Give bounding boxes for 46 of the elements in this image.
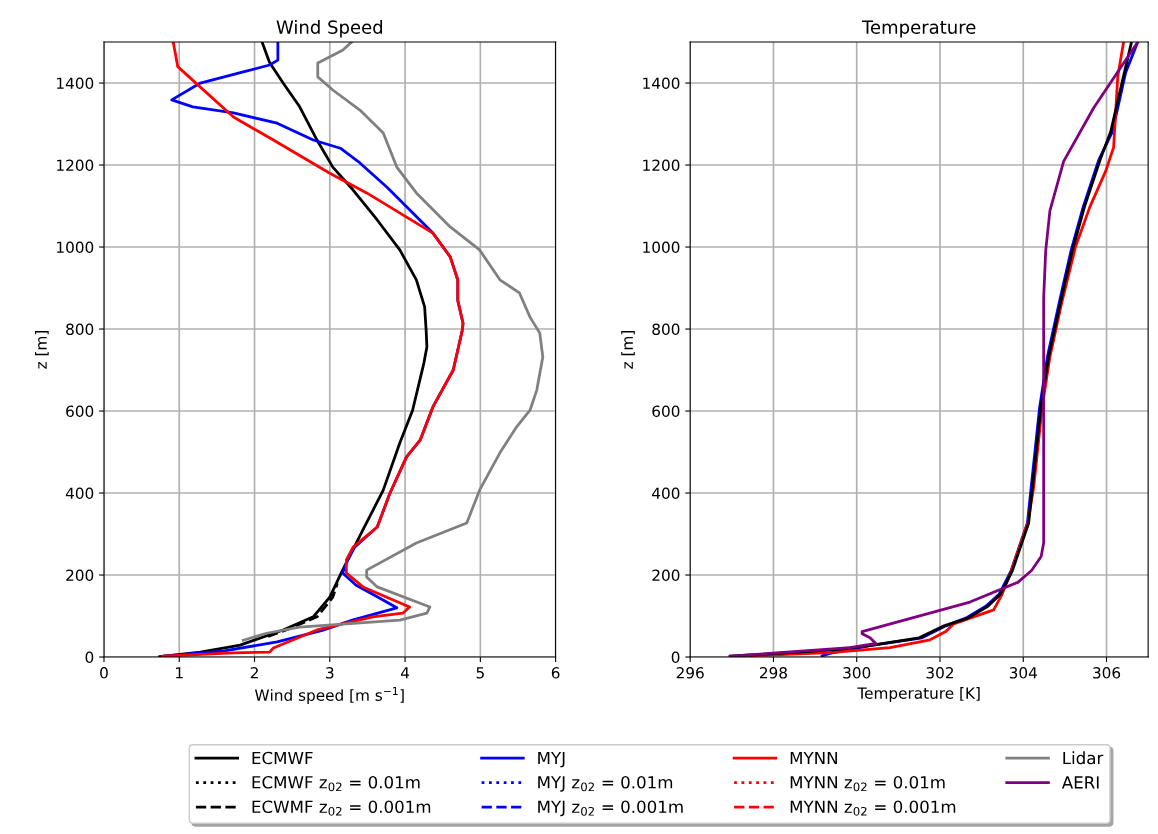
- y-tick-label: 400: [65, 487, 94, 500]
- y-tick-label: 800: [652, 323, 680, 336]
- x-tick-label: 1: [176, 667, 183, 679]
- y-tick-label: 200: [652, 569, 680, 582]
- y-tick-label: 400: [652, 487, 680, 500]
- x-tick-label: 2: [250, 667, 258, 679]
- y-tick-label: 1000: [57, 241, 94, 254]
- x-tick-label: 4: [400, 667, 410, 679]
- x-axis-title: Wind speed [m s$^{−1}$]: [254, 687, 404, 704]
- chart-title: Wind Speed: [276, 19, 383, 38]
- y-tick-label: 1200: [57, 159, 94, 172]
- legend-label: ECWMF z$_{02}$ = 0.001m: [252, 800, 431, 816]
- x-axis-title: Temperature [K]: [857, 687, 980, 702]
- x-tick-label: 0: [100, 667, 108, 679]
- y-tick-label: 1000: [643, 241, 680, 254]
- x-tick-label: 306: [1093, 667, 1121, 679]
- legend-label: MYNN z$_{02}$ = 0.001m: [790, 800, 956, 816]
- legend-label: ECMWF z$_{02}$ = 0.01m: [252, 776, 420, 792]
- x-tick-label: 300: [843, 667, 871, 679]
- chart-title: Temperature: [861, 20, 976, 38]
- y-axis-title: z [m]: [35, 331, 49, 369]
- legend-label: MYNN: [790, 751, 837, 765]
- x-tick-label: 6: [551, 667, 560, 679]
- x-tick-label: 298: [759, 667, 787, 679]
- legend-label: MYJ z$_{02}$ = 0.001m: [538, 800, 683, 817]
- x-tick-label: 5: [476, 667, 484, 679]
- y-tick-label: 0: [85, 651, 94, 664]
- legend-label: AERI: [1061, 776, 1099, 789]
- legend-label: MYJ: [538, 751, 565, 768]
- y-tick-label: 1200: [643, 159, 680, 172]
- y-tick-label: 1400: [57, 77, 94, 90]
- y-tick-label: 600: [66, 405, 94, 418]
- y-tick-label: 800: [66, 323, 94, 336]
- x-tick-label: 3: [326, 667, 334, 679]
- y-tick-label: 1400: [643, 77, 680, 90]
- y-tick-label: 0: [671, 651, 680, 664]
- legend-label: MYJ z$_{02}$ = 0.01m: [538, 776, 673, 792]
- legend-label: Lidar: [1063, 751, 1104, 765]
- x-tick-label: 302: [926, 667, 954, 679]
- legend-label: MYNN z$_{02}$ = 0.01m: [790, 776, 945, 792]
- x-tick-label: 304: [1009, 667, 1037, 679]
- y-tick-label: 200: [66, 569, 94, 582]
- legend-label: ECMWF: [252, 751, 313, 765]
- x-tick-label: 296: [676, 667, 704, 679]
- y-axis-title: z [m]: [621, 331, 635, 369]
- y-tick-label: 600: [652, 405, 680, 418]
